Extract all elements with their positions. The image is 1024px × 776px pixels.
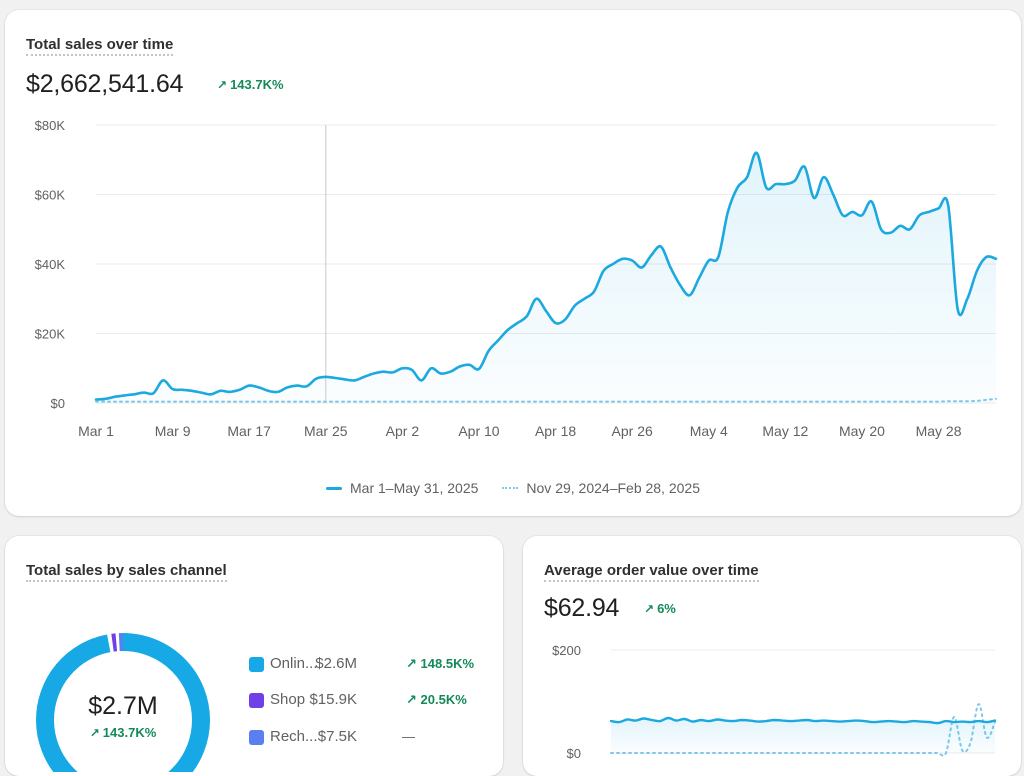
aov-series-current (609, 716, 997, 725)
x-tick-label: Apr 10 (458, 423, 499, 439)
channel-name: Rech... (270, 728, 318, 745)
x-tick-label: Mar 9 (155, 423, 191, 439)
aov-chart[interactable]: $0 $200 (523, 536, 1021, 776)
x-tick-label: Mar 1 (78, 423, 114, 439)
donut-center-delta: ↗ 143.7K% (38, 725, 208, 740)
channel-value: $2.6M (315, 655, 357, 672)
aov-title[interactable]: Average order value over time (544, 562, 759, 582)
legend-previous-label: Nov 29, 2024–Feb 28, 2025 (526, 480, 700, 496)
y-tick-label: $80K (35, 118, 66, 133)
total-sales-delta-text: 143.7K% (230, 77, 284, 92)
arrow-up-right-icon: ↗ (89, 726, 100, 740)
total-sales-legend: Mar 1–May 31, 2025 Nov 29, 2024–Feb 28, … (5, 480, 1021, 496)
sales-channel-title[interactable]: Total sales by sales channel (26, 562, 227, 582)
donut-center-value: $2.7M (88, 692, 158, 720)
x-tick-label: May 4 (690, 423, 728, 439)
channel-row-shop[interactable]: Shop $15.9K ↗ 20.5K% (249, 691, 489, 711)
series-line-current (94, 151, 998, 401)
shop-swatch (249, 693, 264, 708)
donut-center: $2.7M ↗ 143.7K% (38, 692, 208, 740)
channel-delta: ↗ 20.5K% (406, 692, 467, 708)
x-tick-label: Apr 2 (386, 423, 420, 439)
donut-center-delta-text: 143.7K% (102, 725, 157, 740)
sales-channel-donut[interactable] (28, 622, 218, 772)
y-tick-label: $20K (35, 327, 66, 342)
channel-delta-text: 20.5K% (420, 692, 467, 707)
total-sales-card: Total sales over time $2,662,541.64 ↗ 143… (5, 10, 1021, 516)
arrow-up-right-icon: ↗ (406, 656, 417, 671)
x-tick-label: Apr 26 (612, 423, 653, 439)
total-sales-chart[interactable]: $0 $20K $40K $60K $80K Mar 1 Mar 9 Mar 17 Mar 25… (5, 10, 1021, 460)
legend-solid-line-icon (326, 486, 342, 490)
x-tick-label: May 28 (916, 423, 962, 439)
channel-name: Onlin... (270, 655, 318, 672)
x-tick-label: Mar 17 (227, 423, 271, 439)
arrow-up-right-icon: ↗ (217, 78, 228, 92)
total-sales-delta: ↗ 143.7K% (217, 77, 284, 92)
channel-delta: — (402, 729, 415, 744)
x-tick-label: May 20 (839, 423, 885, 439)
channel-name: Shop (270, 691, 306, 708)
y-tick-label: $200 (552, 643, 581, 658)
donut-slice-onlin (36, 633, 210, 772)
legend-item-current[interactable]: Mar 1–May 31, 2025 (326, 480, 478, 496)
aov-card: Average order value over time $62.94 ↗ 6%… (523, 536, 1021, 776)
channel-value: $15.9K (309, 691, 357, 708)
total-sales-value: $2,662,541.64 (26, 70, 184, 98)
aov-delta-text: 6% (657, 601, 676, 616)
legend-item-previous[interactable]: Nov 29, 2024–Feb 28, 2025 (502, 480, 700, 496)
channel-delta-text: 148.5K% (420, 656, 475, 671)
channel-delta: ↗ 148.5K% (406, 656, 474, 672)
channel-value: $7.5K (317, 728, 357, 745)
arrow-up-right-icon: ↗ (406, 692, 417, 707)
x-tick-label: Mar 25 (304, 423, 348, 439)
y-tick-label: $0 (567, 746, 581, 761)
channel-row-recharge[interactable]: Rech... $7.5K — (249, 728, 489, 748)
x-tick-label: May 12 (762, 423, 808, 439)
legend-current-label: Mar 1–May 31, 2025 (350, 480, 479, 496)
arrow-up-right-icon: ↗ (644, 602, 655, 616)
channel-row-online[interactable]: Onlin... $2.6M ↗ 148.5K% (249, 655, 489, 675)
y-tick-label: $60K (35, 188, 66, 203)
legend-dotted-line-icon (502, 487, 519, 489)
total-sales-title[interactable]: Total sales over time (26, 36, 174, 56)
x-tick-label: Apr 18 (535, 423, 576, 439)
recharge-swatch (249, 730, 264, 745)
aov-series-area (611, 717, 995, 753)
aov-delta: ↗ 6% (644, 601, 676, 616)
aov-value: $62.94 (544, 594, 620, 622)
y-tick-label: $40K (35, 257, 66, 272)
online-swatch (249, 657, 264, 672)
y-tick-label: $0 (51, 396, 65, 411)
series-area-current (96, 152, 996, 403)
